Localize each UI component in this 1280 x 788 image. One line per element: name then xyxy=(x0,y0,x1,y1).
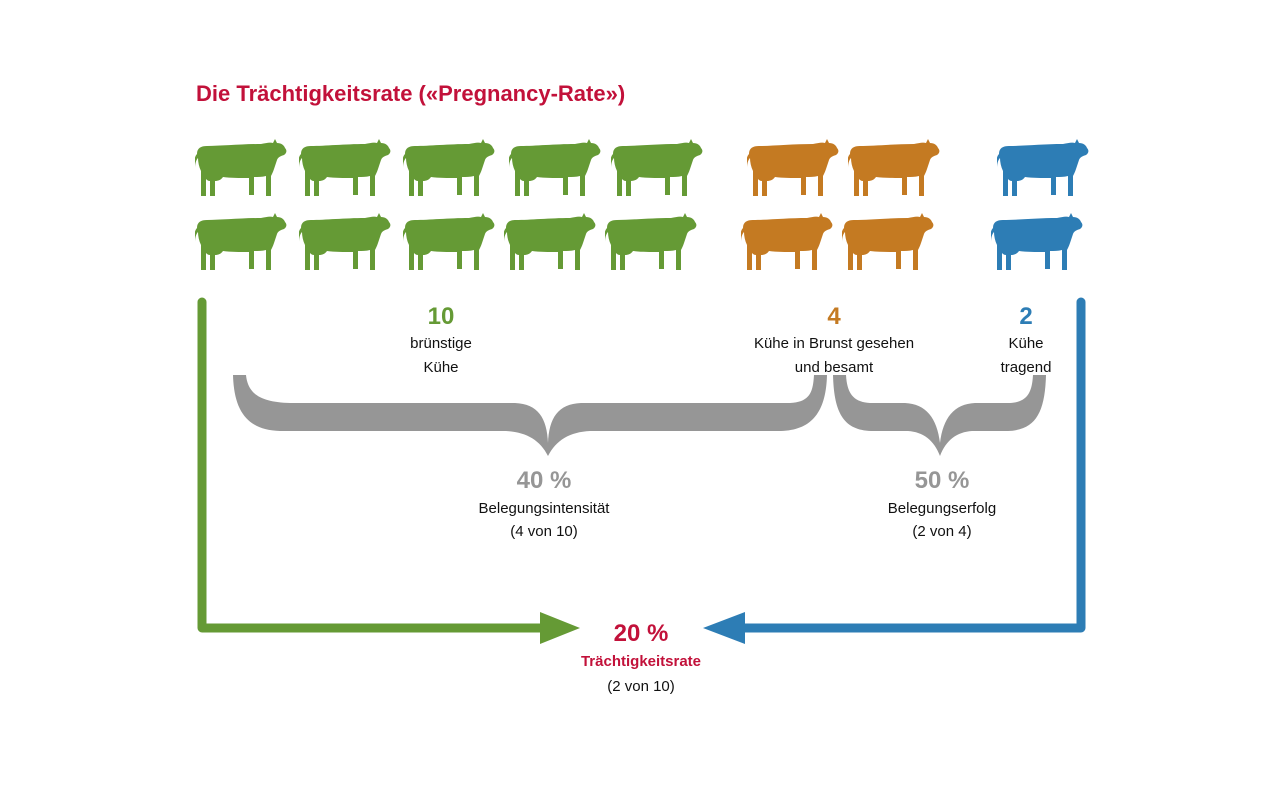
intensity-detail: (4 von 10) xyxy=(510,523,578,540)
intensity-label: Belegungsintensität xyxy=(479,500,611,517)
blue-cows xyxy=(991,139,1089,270)
cow-icon xyxy=(842,213,934,270)
intensity-brace xyxy=(233,375,827,456)
group-blue-label: 2 Kühe tragend xyxy=(1001,303,1052,376)
group-green-label: 10 brünstige Kühe xyxy=(410,303,472,376)
cow-icon xyxy=(504,213,596,270)
green-count: 10 xyxy=(428,303,455,330)
cow-icon xyxy=(741,213,833,270)
group-orange-label: 4 Kühe in Brunst gesehen und besamt xyxy=(754,303,914,376)
success-label: Belegungserfolg xyxy=(888,500,996,517)
orange-label-line1: Kühe in Brunst gesehen xyxy=(754,335,914,352)
green-label-line2: Kühe xyxy=(423,359,458,376)
cow-icon xyxy=(997,139,1089,196)
blue-label-line1: Kühe xyxy=(1008,335,1043,352)
rate-percent: 20 % xyxy=(614,620,669,647)
intensity-percent: 40 % xyxy=(517,467,572,494)
cow-icon xyxy=(509,139,601,196)
blue-count: 2 xyxy=(1019,303,1032,330)
cow-icon xyxy=(747,139,839,196)
cow-icon xyxy=(848,139,940,196)
rate-label: Trächtigkeitsrate xyxy=(581,653,701,670)
cow-icon xyxy=(611,139,703,196)
success-percent: 50 % xyxy=(915,467,970,494)
cow-icon xyxy=(299,213,391,270)
cow-icon xyxy=(403,139,495,196)
cow-icon xyxy=(299,139,391,196)
intensity-block: 40 % Belegungsintensität (4 von 10) xyxy=(479,467,611,540)
green-arrow xyxy=(197,297,580,644)
page-title: Die Trächtigkeitsrate («Pregnancy-Rate») xyxy=(196,81,625,106)
blue-label-line2: tragend xyxy=(1001,359,1052,376)
green-label-line1: brünstige xyxy=(410,335,472,352)
rate-block: 20 % Trächtigkeitsrate (2 von 10) xyxy=(581,620,701,695)
cow-icon xyxy=(403,213,495,270)
success-block: 50 % Belegungserfolg (2 von 4) xyxy=(888,467,996,540)
cow-icon xyxy=(195,139,287,196)
cow-icon xyxy=(195,213,287,270)
green-cows xyxy=(195,139,703,270)
orange-count: 4 xyxy=(827,303,841,330)
success-detail: (2 von 4) xyxy=(912,523,971,540)
cow-icon xyxy=(605,213,697,270)
blue-arrow xyxy=(703,297,1086,644)
orange-label-line2: und besamt xyxy=(795,359,874,376)
cow-icon xyxy=(991,213,1083,270)
cow-herd xyxy=(195,139,1089,270)
rate-detail: (2 von 10) xyxy=(607,678,675,695)
orange-cows xyxy=(741,139,940,270)
success-brace xyxy=(833,375,1046,456)
